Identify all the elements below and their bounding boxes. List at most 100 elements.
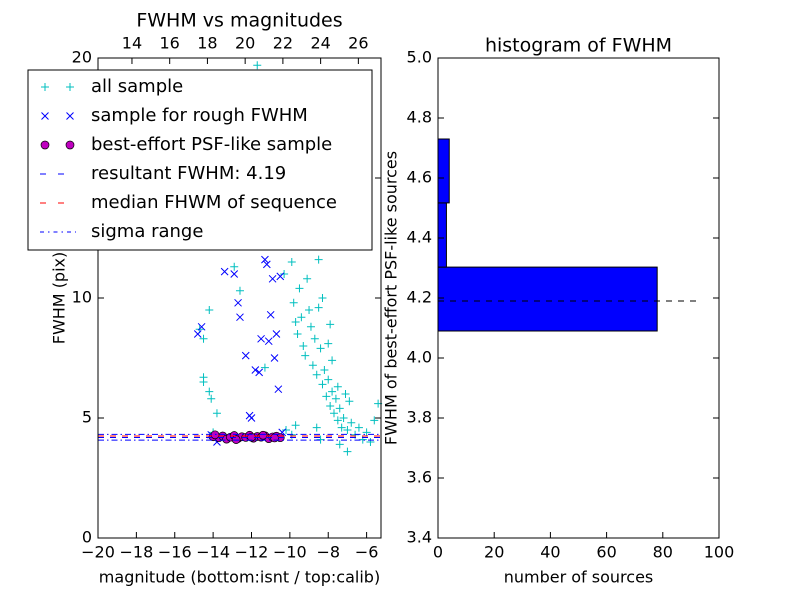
x2-tick-label: 18 (197, 34, 217, 53)
point (337, 423, 346, 432)
y-tick-label: 0 (82, 528, 92, 547)
point (258, 430, 268, 440)
legend-label: median FHWM of sequence (91, 192, 337, 213)
x2-tick-label: 16 (160, 34, 180, 53)
y-tick-label: 4.8 (407, 108, 432, 127)
x-tick-label: −18 (119, 543, 153, 562)
point (199, 373, 208, 382)
point (207, 394, 216, 403)
legend-label: resultant FWHM: 4.19 (91, 163, 286, 184)
x-tick-label: 100 (704, 543, 735, 562)
point (236, 313, 244, 322)
point (324, 339, 333, 348)
y-tick-label: 4.6 (407, 168, 432, 187)
point (255, 368, 264, 377)
point (212, 409, 221, 418)
point (230, 262, 239, 271)
point (308, 361, 317, 370)
point (329, 409, 338, 418)
point (343, 426, 352, 434)
bar (437, 266, 658, 332)
point (301, 351, 310, 360)
x2-tick-label: 20 (235, 34, 255, 53)
point (335, 440, 344, 449)
point (241, 351, 250, 360)
point (230, 270, 239, 278)
x2-tick-label: 26 (348, 34, 368, 53)
chart-title: histogram of FWHM (485, 35, 672, 57)
point (339, 414, 348, 422)
point (251, 366, 260, 374)
legend-marker (41, 112, 49, 120)
x-tick-label: −16 (158, 543, 192, 562)
point (326, 402, 335, 410)
point (341, 390, 350, 398)
point (234, 298, 242, 307)
y-tick-label: 20 (72, 48, 92, 67)
point (310, 334, 319, 343)
y-axis-label: FWHM (pix) (50, 252, 69, 345)
x-axis-label: magnitude (bottom:isnt / top:calib) (99, 568, 380, 587)
legend: all sample sample for rough FWHM best-effo… (27, 69, 373, 251)
point (322, 392, 331, 401)
point (260, 363, 269, 372)
y-tick-label: 10 (72, 288, 92, 307)
y-tick-label: 4.4 (407, 228, 432, 247)
point (282, 426, 291, 434)
y-tick-label: 3.6 (407, 468, 432, 487)
legend-box (27, 69, 373, 251)
point (291, 318, 300, 326)
x-tick-label: −10 (273, 543, 307, 562)
point (276, 272, 285, 281)
point (297, 313, 306, 322)
point (343, 447, 352, 456)
x-tick-label: 80 (653, 543, 673, 562)
x-tick-label: −12 (235, 543, 269, 562)
legend-label: best-effort PSF-like sample (91, 134, 332, 155)
legend-label: all sample (91, 76, 183, 97)
legend-label: sample for rough FWHM (91, 105, 308, 126)
x2-tick-label: 24 (310, 34, 330, 53)
x-tick-label: 20 (484, 543, 504, 562)
x2-tick-label: 14 (122, 34, 142, 53)
point (333, 416, 342, 425)
point (287, 258, 296, 266)
x-tick-label: 40 (540, 543, 560, 562)
point (268, 274, 277, 283)
bar (437, 138, 450, 204)
point (299, 342, 308, 350)
point (335, 404, 344, 413)
point (199, 334, 208, 343)
point (345, 397, 354, 406)
bar (437, 202, 447, 268)
legend-marker (66, 112, 74, 120)
y-tick-label: 5 (82, 408, 92, 427)
y-tick-label: 4.0 (407, 348, 432, 367)
point (253, 61, 262, 70)
point (316, 344, 325, 353)
point (291, 421, 300, 430)
point (280, 270, 289, 278)
point (333, 382, 342, 391)
x-tick-label: 60 (596, 543, 616, 562)
legend-marker (66, 83, 74, 91)
legend-marker (41, 83, 49, 91)
x-axis-label: number of sources (504, 568, 654, 587)
point (274, 385, 283, 394)
point (262, 260, 271, 269)
legend-marker (65, 140, 75, 150)
point (331, 394, 340, 403)
y-tick-label: 3.8 (407, 408, 432, 427)
point (370, 416, 379, 425)
y-tick-label: 5.0 (407, 48, 432, 67)
point (306, 322, 315, 331)
point (247, 414, 256, 422)
point (314, 255, 323, 264)
x-tick-label: −8 (316, 543, 340, 562)
x-tick-label: −6 (355, 543, 379, 562)
y-tick-label: 4.2 (407, 288, 432, 307)
point (293, 330, 302, 338)
point (303, 274, 312, 283)
point (272, 330, 281, 338)
